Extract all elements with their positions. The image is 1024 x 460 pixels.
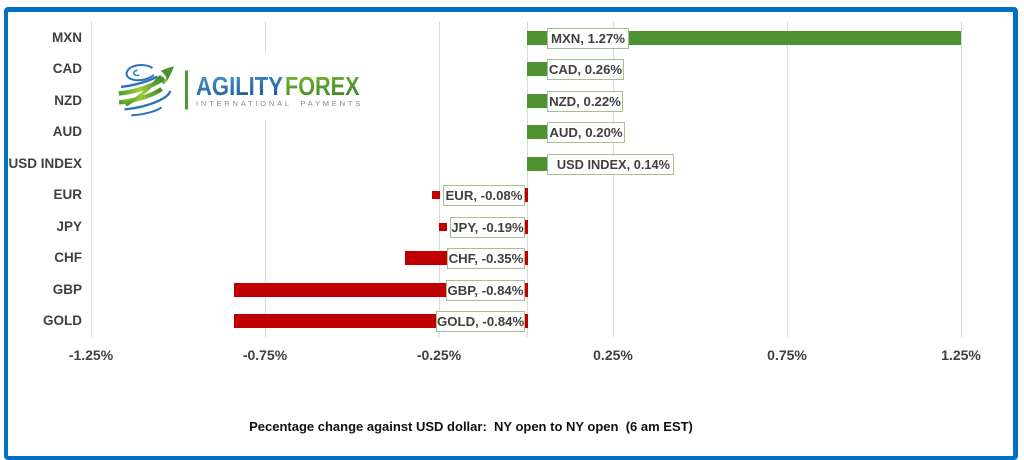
svg-text:FOREX: FOREX <box>285 71 360 101</box>
svg-text:AGILITY: AGILITY <box>196 71 283 101</box>
svg-text:INTERNATIONAL PAYMENTS: INTERNATIONAL PAYMENTS <box>196 99 363 108</box>
